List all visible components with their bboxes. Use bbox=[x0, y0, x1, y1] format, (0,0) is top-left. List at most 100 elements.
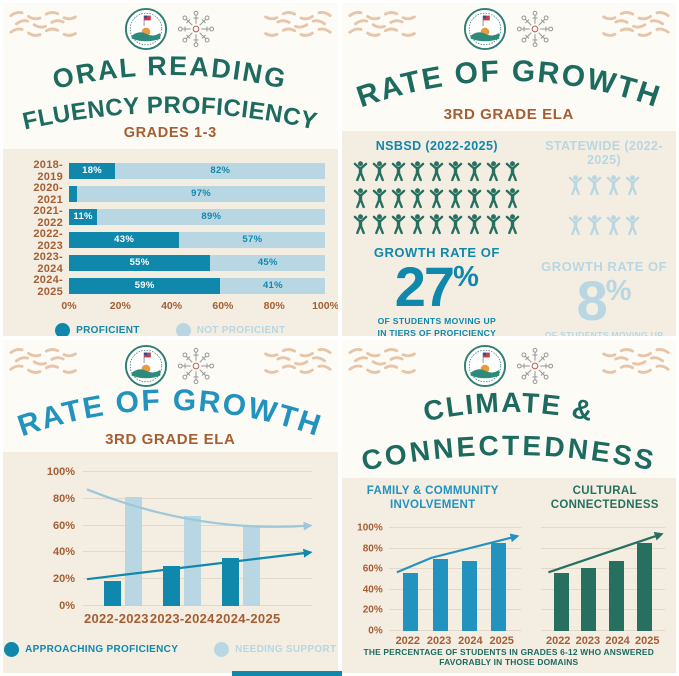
orf-not-proficient-value: 57% bbox=[242, 234, 263, 245]
orf-year-label: 2020-2021 bbox=[33, 181, 63, 206]
district-seal-icon bbox=[463, 7, 507, 51]
orf-proficient-value: 59% bbox=[134, 280, 155, 291]
person-icon bbox=[371, 159, 388, 183]
bar-group bbox=[104, 497, 143, 606]
x-axis-label: 2024-2025 bbox=[215, 611, 281, 626]
legend-label: Approaching Proficiency bbox=[25, 644, 179, 655]
rate-value: 27 bbox=[394, 255, 455, 318]
panel-title: RATE OF GROWTH bbox=[14, 384, 325, 443]
person-icon bbox=[371, 212, 388, 236]
orf-proficient-segment: 55% bbox=[69, 254, 211, 271]
chart-title-line-1: CULTURAL bbox=[572, 485, 637, 497]
orf-axis-tick: 100% bbox=[312, 300, 338, 312]
orf-proficient-value: 18% bbox=[82, 165, 103, 176]
person-icon bbox=[447, 212, 464, 236]
orf-year-label: 2021-2022 bbox=[33, 204, 63, 229]
wave-decoration-icon bbox=[260, 346, 332, 374]
gridline bbox=[83, 497, 312, 499]
value-bar bbox=[609, 560, 625, 631]
x-axis-label: 2022 bbox=[395, 635, 421, 647]
person-icon bbox=[447, 159, 464, 183]
bars bbox=[389, 528, 521, 631]
orf-year-label: 2023-2024 bbox=[33, 250, 63, 275]
statewide-column: STATEWIDE (2022-2025) GROWTH RATE OF 8% … bbox=[532, 139, 676, 336]
person-icon bbox=[352, 186, 369, 210]
orf-bar-track: 97% bbox=[69, 185, 326, 202]
orf-not-proficient-value: 45% bbox=[257, 257, 278, 268]
orf-chart-area: 2018-2019 18% 82% 2020-2021 97% 2021-2022 11% 8… bbox=[3, 149, 338, 336]
legend-label: Needing Support bbox=[235, 644, 337, 655]
statewide-growth-rate: 8% bbox=[532, 273, 676, 329]
chart-title-line-2: CONNECTEDNESS bbox=[550, 499, 659, 512]
person-icon bbox=[352, 212, 369, 236]
person-icon bbox=[428, 186, 445, 210]
gridline bbox=[540, 609, 665, 611]
person-icon bbox=[352, 159, 369, 183]
orf-bar-track: 11% 89% bbox=[69, 208, 326, 225]
person-icon bbox=[466, 159, 483, 183]
cultural-bar-plot bbox=[540, 527, 665, 631]
snowflake-icon bbox=[176, 9, 216, 49]
chart-title: FAMILY & COMMUNITY INVOLVEMENT bbox=[345, 484, 521, 514]
orf-bar-track: 55% 45% bbox=[69, 254, 326, 271]
person-icon bbox=[390, 186, 407, 210]
x-axis-label: 2022 bbox=[545, 635, 571, 647]
caption-line-2: IN TIERS OF PROFICIENCY bbox=[377, 327, 497, 336]
person-icon bbox=[567, 173, 584, 197]
person-icon bbox=[428, 212, 445, 236]
person-icon bbox=[586, 173, 603, 197]
orf-not-proficient-segment: 82% bbox=[115, 162, 326, 179]
x-axis-label: 2024 bbox=[458, 635, 483, 647]
orf-bar-track: 43% 57% bbox=[69, 231, 326, 248]
orf-not-proficient-value: 89% bbox=[201, 211, 222, 222]
legend-label: Not Proficient bbox=[196, 325, 286, 336]
y-axis-tick: 60% bbox=[362, 563, 383, 575]
person-icon bbox=[605, 173, 622, 197]
orf-bar-row: 2023-2024 55% 45% bbox=[11, 250, 326, 275]
bar-group bbox=[222, 525, 261, 606]
panel-oral-reading-fluency: ORAL READING FLUENCY PROFICIENCY GRADES … bbox=[3, 3, 338, 336]
person-icon bbox=[485, 159, 502, 183]
wave-decoration-icon bbox=[260, 9, 332, 37]
x-axis-label: 2024 bbox=[605, 635, 630, 647]
person-icon bbox=[605, 213, 622, 237]
panel-header: CLIMATE & CONNECTEDNESS bbox=[341, 340, 676, 478]
orf-stacked-bar-chart: 2018-2019 18% 82% 2020-2021 97% 2021-2022 11% 8… bbox=[3, 149, 338, 298]
gridline bbox=[388, 547, 521, 549]
gridline bbox=[540, 568, 665, 570]
person-icon bbox=[624, 213, 641, 237]
panel-header: RATE OF GROWTH 3RD GRADE ELA bbox=[3, 340, 338, 452]
svg-text:CLIMATE &: CLIMATE & bbox=[420, 387, 597, 427]
person-icon bbox=[466, 186, 483, 210]
y-axis-tick: 20% bbox=[362, 604, 383, 616]
orf-axis-tick: 60% bbox=[212, 300, 234, 312]
wave-decoration-icon bbox=[598, 346, 670, 374]
district-seal-icon bbox=[463, 344, 507, 388]
trend-arrows bbox=[396, 533, 520, 574]
orf-bar-track: 18% 82% bbox=[69, 162, 326, 179]
orf-proficient-value: 11% bbox=[73, 211, 93, 222]
gridline bbox=[388, 609, 521, 611]
wave-decoration-icon bbox=[9, 346, 81, 374]
approaching-proficiency-bar bbox=[163, 565, 181, 606]
snowflake-icon bbox=[176, 346, 216, 386]
x-axis-label: 2023 bbox=[575, 635, 601, 647]
growth-chart-area: 0% 20% 40% 60% 80% 100% 2022-2023 2023-2024 202… bbox=[3, 452, 338, 673]
wave-decoration-icon bbox=[9, 9, 81, 37]
chart-title: CULTURAL CONNECTEDNESS bbox=[537, 484, 673, 514]
panel-title: RATE OF GROWTH bbox=[352, 55, 663, 114]
person-icon bbox=[447, 186, 464, 210]
panel-title: CLIMATE & CONNECTEDNESS bbox=[359, 387, 656, 477]
person-icon bbox=[409, 159, 426, 183]
orf-axis-tick: 20% bbox=[109, 300, 131, 312]
y-axis-tick: 80% bbox=[362, 543, 383, 555]
caption-line-1: OF STUDENTS MOVING UP bbox=[544, 330, 664, 336]
person-icon bbox=[485, 186, 502, 210]
orf-not-proficient-segment: 41% bbox=[220, 277, 326, 294]
y-axis-tick: 40% bbox=[52, 546, 75, 559]
panel-rate-of-growth-pictogram: RATE OF GROWTH 3RD GRADE ELA NSBSD (2022… bbox=[341, 3, 676, 336]
person-icon bbox=[466, 212, 483, 236]
bar-group bbox=[163, 516, 202, 606]
title-line-1: CLIMATE & bbox=[420, 387, 595, 427]
rate-label: GROWTH RATE OF bbox=[373, 245, 500, 260]
